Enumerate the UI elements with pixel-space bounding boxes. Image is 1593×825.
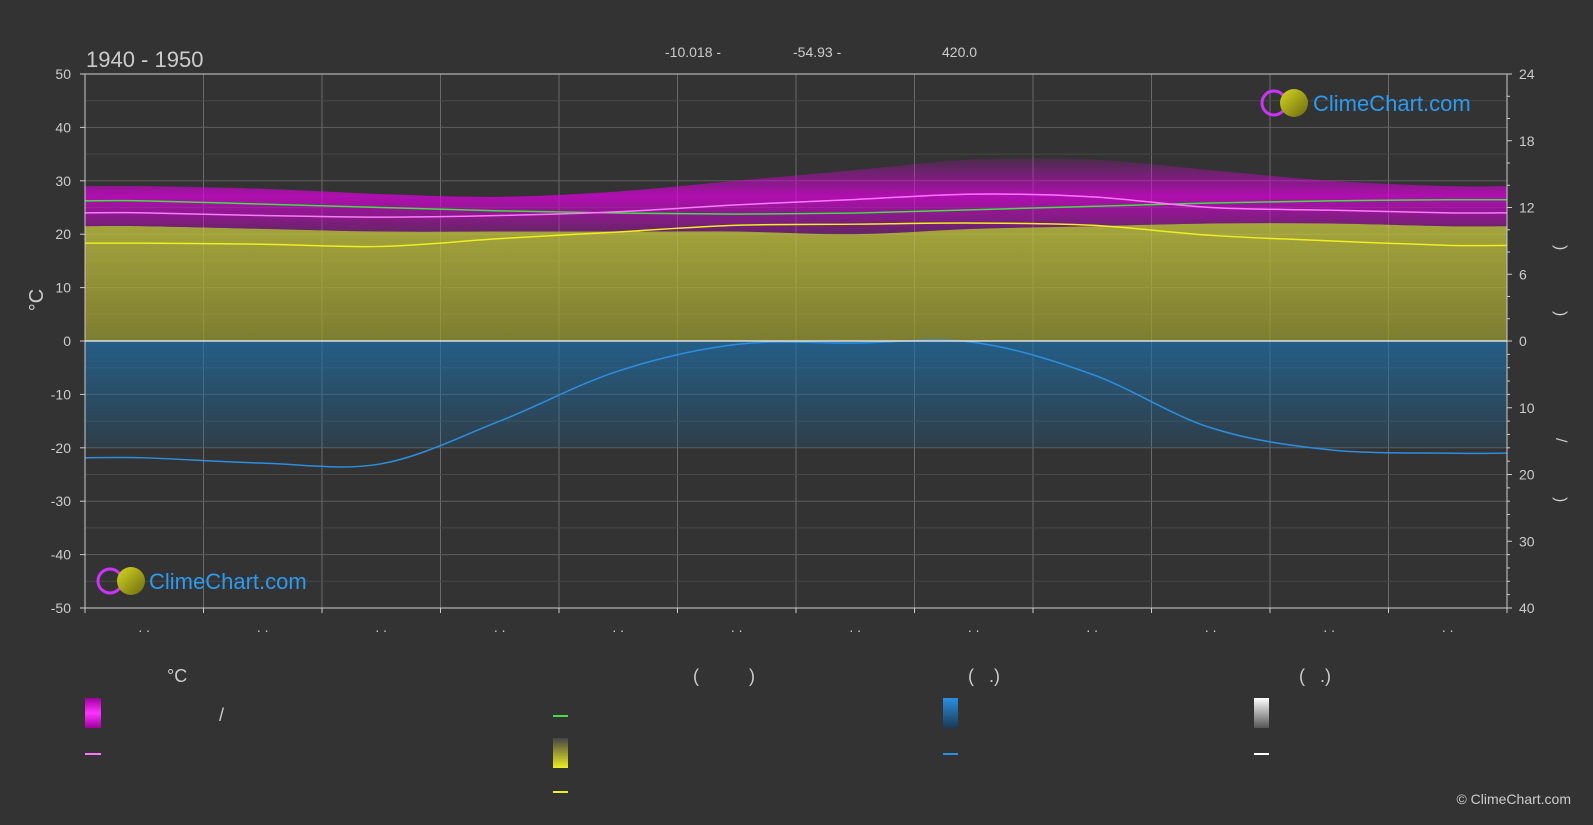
x-tick-label: . . — [731, 619, 743, 635]
y-left-tick-label: -40 — [51, 547, 71, 563]
logo-sun-icon — [1280, 89, 1308, 117]
x-tick-label: . . — [1205, 619, 1217, 635]
x-tick-label: . . — [375, 619, 387, 635]
x-tick-label: . . — [612, 619, 624, 635]
legend-rain-band-swatch — [943, 698, 958, 728]
precipitation-line — [84, 339, 1508, 468]
legend-temp-band-text: / — [219, 705, 224, 725]
y-right-lower-label-2: ) — [1552, 497, 1569, 502]
y-left-tick-label: 50 — [55, 66, 71, 82]
latitude-label: -10.018 - — [665, 44, 721, 60]
legend-col1-head: °C — [167, 666, 187, 686]
brand-logo-bottom: ClimeChart.com — [96, 567, 307, 595]
x-tick-label: . . — [494, 619, 506, 635]
y-left-label: °C — [26, 289, 48, 311]
legend-temp-band-swatch — [85, 698, 101, 728]
x-tick-label: . . — [968, 619, 980, 635]
y-left-tick-label: -20 — [51, 440, 71, 456]
y-left-tick-label: 20 — [55, 226, 71, 242]
x-tick-label: . . — [257, 619, 269, 635]
x-tick-label: . . — [849, 619, 861, 635]
y-right-upper-label: ) — [1552, 245, 1569, 250]
logo-sun-icon — [117, 567, 145, 595]
legend-sunshine-band-swatch — [553, 738, 568, 768]
copyright: © ClimeChart.com — [1456, 791, 1571, 807]
brand-name-bottom: ClimeChart.com — [149, 569, 307, 594]
y-right-upper-tick-label: 12 — [1519, 200, 1535, 216]
brand-logo-top: ClimeChart.com — [1260, 89, 1471, 117]
axes: 50 40 30 20 10 0 -10 -20 -30 -40 -50 24 18 12 6 0 10 20 30… — [51, 66, 1535, 635]
y-right-lower-tick-label: 20 — [1519, 467, 1535, 483]
y-right-upper-tick-label: 6 — [1519, 266, 1527, 282]
brand-name-top: ClimeChart.com — [1313, 91, 1471, 116]
data-bands — [85, 158, 1507, 448]
legend-col2-head: ( ) — [693, 666, 755, 686]
legend-col3-head: ( .) — [968, 666, 1000, 686]
x-tick-label: . . — [1086, 619, 1098, 635]
data-lines — [84, 193, 1508, 468]
y-right-upper-tick-label: 24 — [1519, 66, 1535, 82]
legend: °C ( ) ( .) ( .) / — [85, 666, 1331, 793]
temperature-band — [85, 158, 1507, 235]
longitude-label: -54.93 - — [793, 44, 842, 60]
elevation-label: 420.0 — [942, 44, 977, 60]
x-tick-label: . . — [138, 619, 150, 635]
y-right-lower-tick-label: 40 — [1519, 600, 1535, 616]
x-tick-label: . . — [1323, 619, 1335, 635]
legend-col4-head: ( .) — [1299, 666, 1331, 686]
y-right-lower-label: / — [1552, 438, 1569, 443]
y-right-lower-tick-label: 30 — [1519, 533, 1535, 549]
rain-band — [85, 341, 1507, 448]
y-right-upper-tick-label: 18 — [1519, 133, 1535, 149]
y-left-tick-label: 40 — [55, 119, 71, 135]
y-left-tick-label: 10 — [55, 280, 71, 296]
y-left-tick-label: -10 — [51, 386, 71, 402]
y-right-upper-label-2: ) — [1552, 311, 1569, 316]
period-title: 1940 - 1950 — [86, 47, 203, 72]
legend-snow-band-swatch — [1254, 698, 1269, 728]
x-tick-label: . . — [1442, 619, 1454, 635]
sunshine-band — [85, 223, 1507, 341]
y-left-tick-label: -50 — [51, 600, 71, 616]
y-right-lower-tick-label: 10 — [1519, 400, 1535, 416]
y-right-upper-tick-label: 0 — [1519, 333, 1527, 349]
y-left-tick-label: -30 — [51, 493, 71, 509]
daylight-line — [84, 198, 1508, 215]
y-left-tick-label: 0 — [63, 333, 71, 349]
temperature-mean-line — [84, 193, 1508, 218]
y-left-tick-label: 30 — [55, 173, 71, 189]
sunshine-line — [84, 222, 1508, 248]
